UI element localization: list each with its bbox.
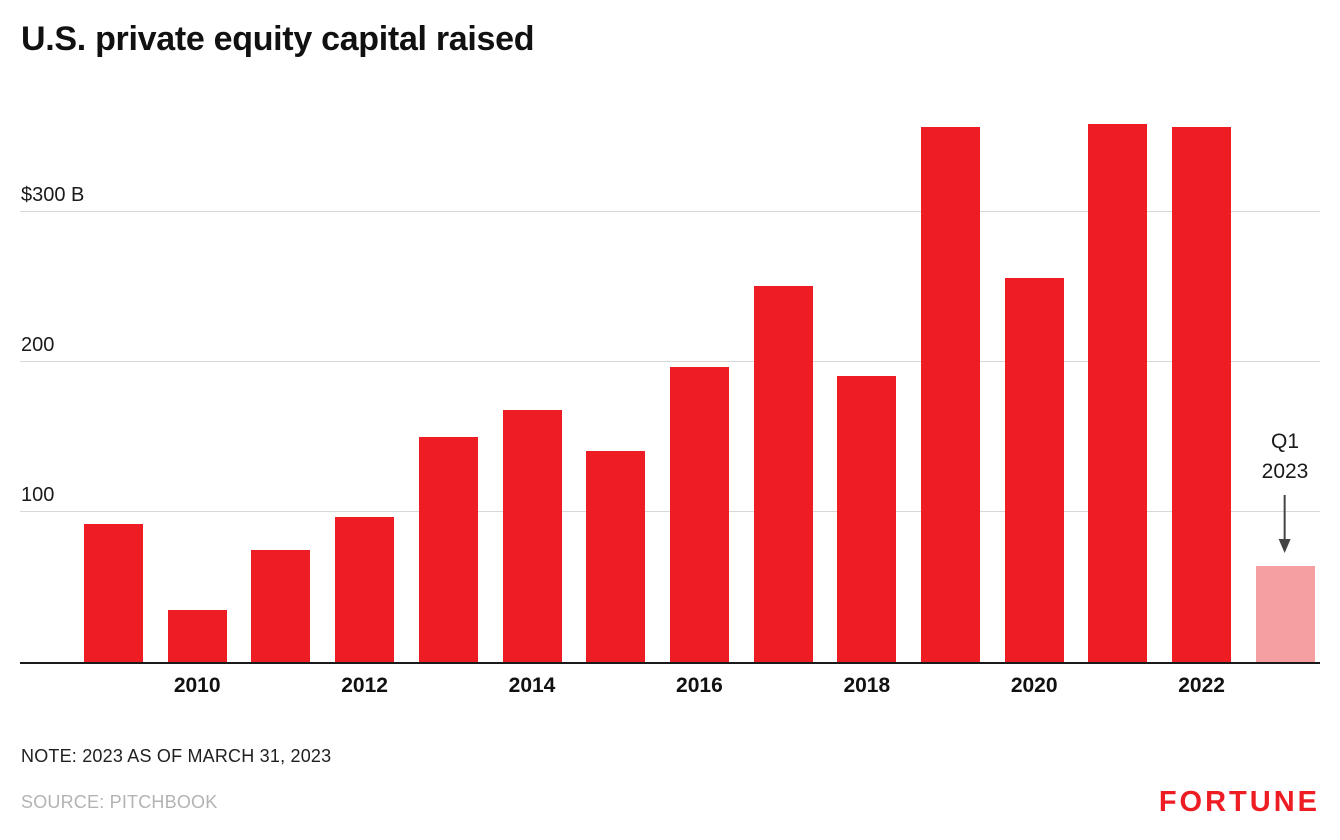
y-axis-label-300: $300 B	[21, 184, 85, 207]
bar-2015	[586, 450, 646, 662]
fortune-logo: FORTUNE	[1158, 786, 1320, 818]
bar-2019	[921, 126, 980, 662]
bar-chart: 100 200 $300 B 2010 2012 2014 2016 2018 2020 202…	[20, 100, 1320, 740]
x-axis-line	[20, 662, 1320, 664]
bar-2014	[502, 410, 562, 662]
source-text: SOURCE: PITCHBOOK	[21, 792, 218, 812]
bar-2013	[418, 437, 478, 662]
note-text: NOTE: 2023 AS OF MARCH 31, 2023	[21, 746, 332, 766]
annotation-q1-2023: Q1 2023	[1261, 427, 1309, 553]
bar-2011	[251, 549, 311, 662]
x-axis-label-2018: 2018	[843, 674, 891, 697]
chart-title: U.S. private equity capital raised	[21, 20, 535, 58]
down-arrow-icon	[1279, 495, 1291, 553]
annotation-line-1: Q1	[1270, 430, 1299, 453]
annotation-line-2: 2023	[1261, 460, 1309, 483]
y-axis-label-100: 100	[21, 484, 55, 507]
gridline-200	[20, 361, 1320, 363]
gridline-300	[20, 211, 1320, 213]
x-axis-label-2014: 2014	[508, 674, 556, 697]
bar-2018	[837, 375, 897, 662]
x-axis-label-2020: 2020	[1010, 674, 1058, 697]
x-axis-label-2010: 2010	[173, 674, 221, 697]
x-axis-labels: 2010 2012 2014 2016 2018 2020 2022	[20, 674, 1320, 704]
y-axis-label-200: 200	[21, 334, 55, 357]
bar-q1-2023	[1255, 566, 1315, 662]
bar-2012	[335, 516, 395, 662]
plot-area: 100 200 $300 B	[20, 100, 1320, 662]
bar-2022	[1172, 126, 1232, 662]
bar-2021	[1088, 123, 1148, 662]
bar-2020	[1004, 278, 1064, 662]
footer: SOURCE: PITCHBOOK FORTUNE	[21, 786, 1320, 819]
bar-2017	[753, 285, 813, 662]
bar-2009	[84, 524, 143, 662]
bar-2016	[669, 366, 729, 662]
x-axis-label-2016: 2016	[676, 674, 723, 697]
bar-2010	[167, 609, 227, 662]
x-axis-label-2012: 2012	[341, 674, 388, 697]
x-axis-label-2022: 2022	[1178, 674, 1225, 697]
